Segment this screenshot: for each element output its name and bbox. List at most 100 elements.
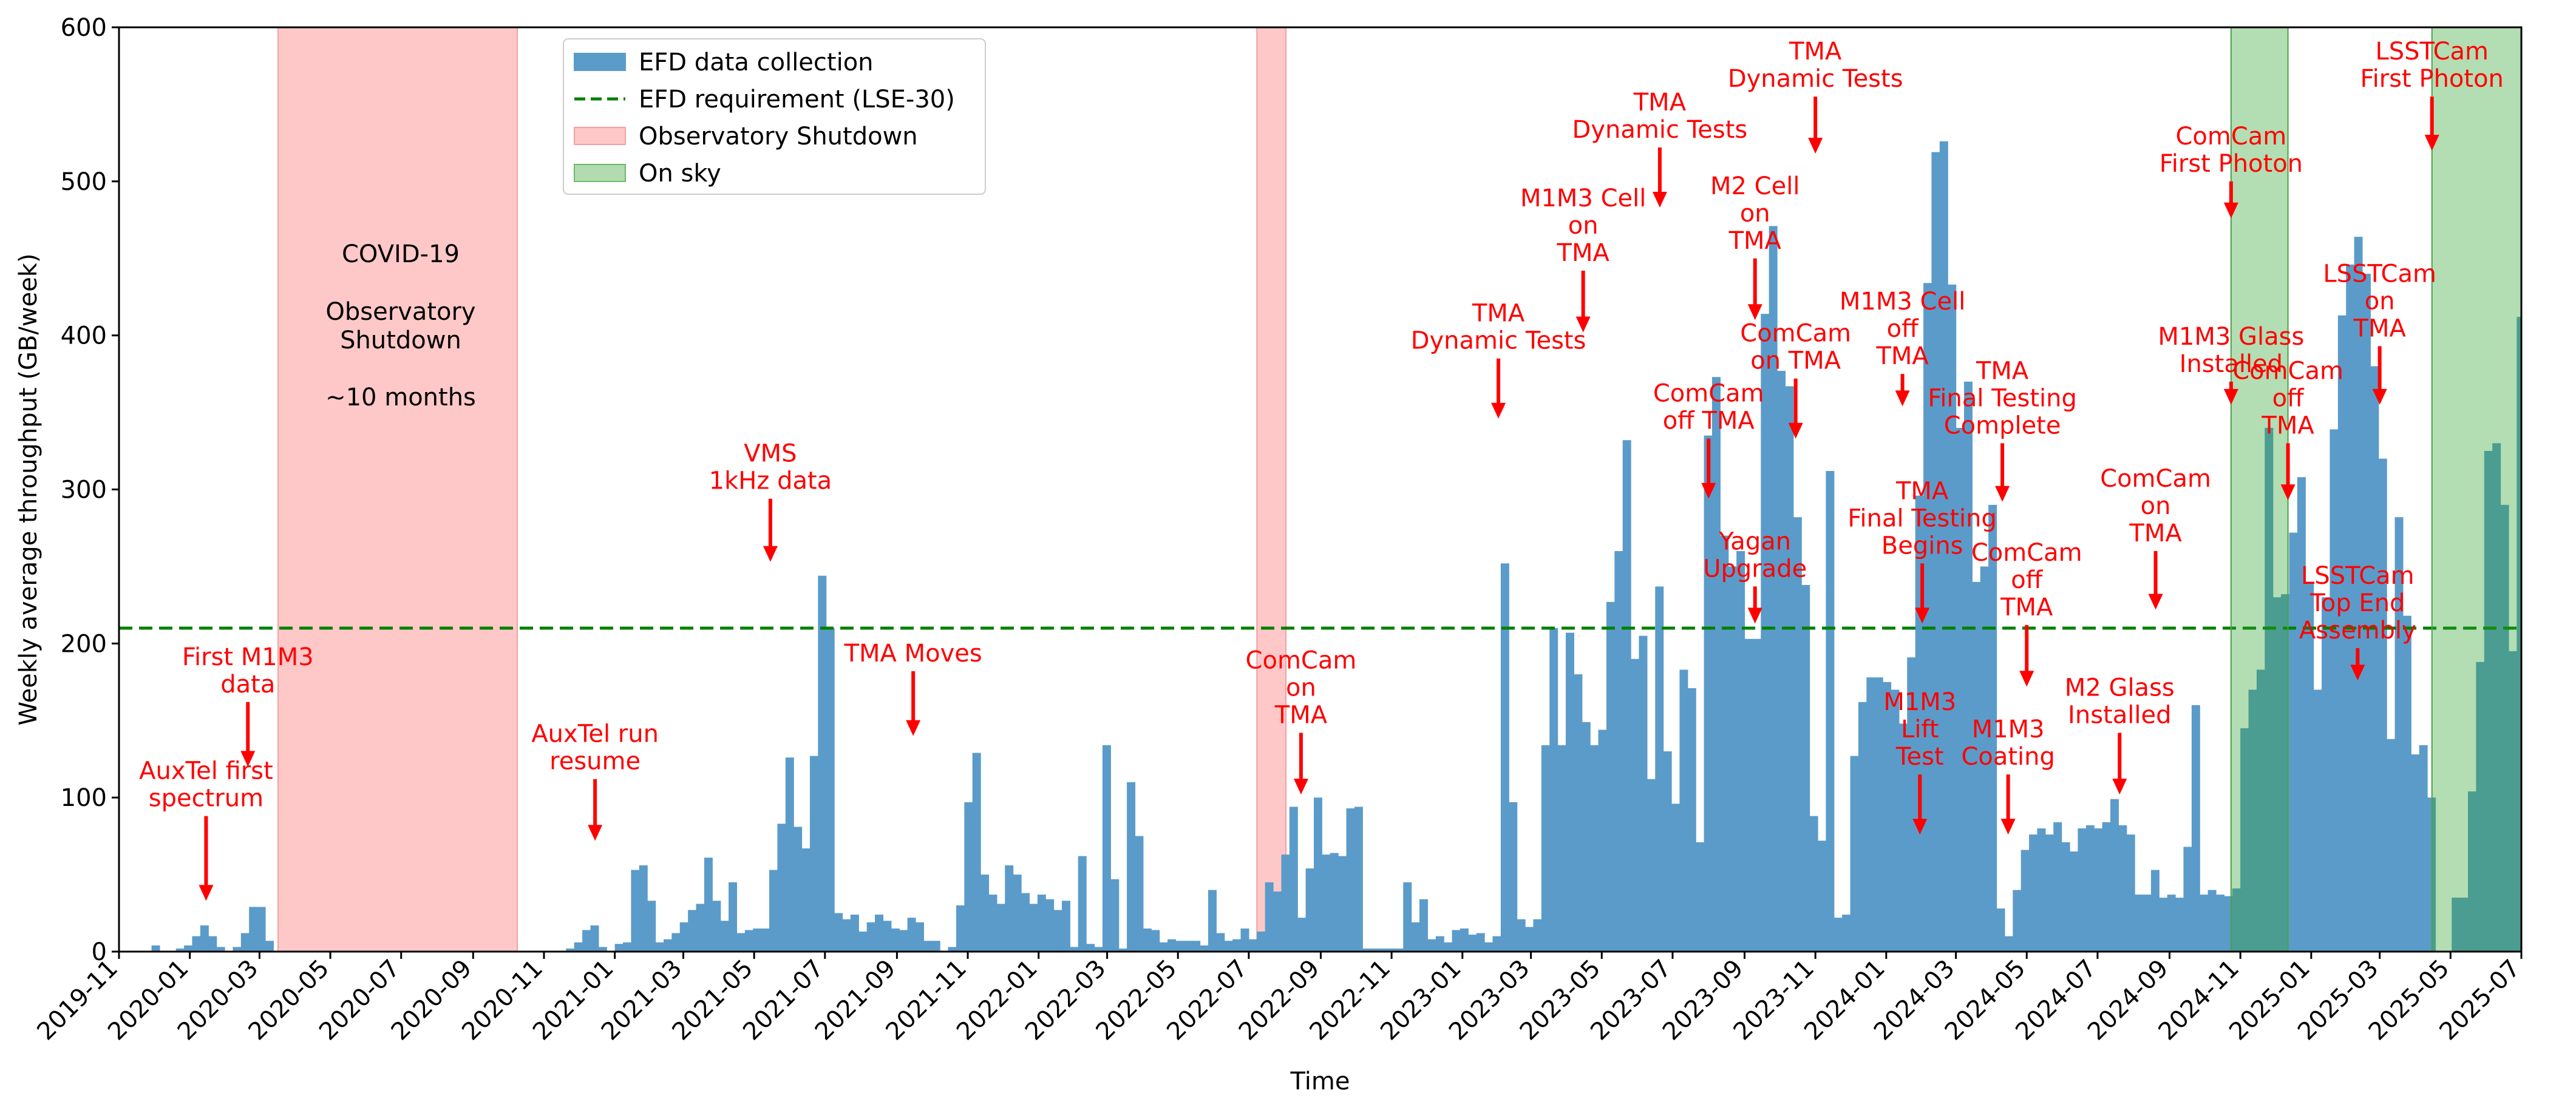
bar [2207,890,2217,952]
bar [2370,366,2379,952]
annotation-label: Installed [2068,702,2171,729]
bar [2150,870,2160,952]
bar [1313,797,1322,952]
bar [1744,638,1753,952]
bar [1232,939,1242,952]
bar [2167,895,2176,952]
annotation-label: Final Testing [1928,384,2077,412]
bar [777,824,786,952]
legend-label: EFD requirement (LSE-30) [639,86,955,113]
bar [1013,875,1022,952]
bar [1029,904,1038,952]
bar [1118,948,1127,952]
annotation-label: TMA [2000,594,2053,621]
bar [1411,922,1420,952]
bar [1200,945,1209,952]
bar [1655,586,1664,952]
bar [1468,935,1477,952]
bar [2256,669,2265,952]
bar [1419,899,1429,952]
annotation-label: TMA [2353,314,2407,342]
annotation-label: Dynamic Tests [1728,65,1903,93]
bar [233,947,242,952]
annotation-arrow-head [2280,484,2296,501]
bar [1980,566,1989,952]
bar [2102,822,2111,952]
bar [1517,919,1526,952]
bar [590,925,599,952]
annotation-arrow-head [1293,779,1308,795]
bar [1078,856,1087,952]
bar [1801,584,1810,952]
annotation-label: TMA [2129,519,2182,547]
bar [1557,745,1566,952]
bar [1874,677,1883,952]
bar [1427,939,1436,952]
bar [2126,834,2135,952]
bar [631,870,640,952]
bar [598,947,607,952]
bar [858,932,868,952]
bar [1452,930,1461,952]
annotation-label: Yagan [1718,527,1791,555]
bar [2135,895,2144,952]
bar [2459,898,2469,952]
bar [2232,888,2241,952]
bar [834,913,843,952]
bar [688,910,697,952]
bar [265,941,274,952]
annotation-label: Complete [1944,411,2061,439]
bar [1151,930,1160,952]
bar [980,875,990,952]
bar [785,757,794,952]
annotation-label: M1M3 [1972,716,2045,743]
bar [200,925,209,952]
on-sky-span-0 [2230,27,2289,952]
annotation-arrow-head [2372,388,2387,405]
annotation-label: M1M3 [1883,688,1956,716]
bar [1273,892,1282,952]
bar [1541,745,1550,952]
annotation-arrow-head [588,825,603,841]
y-tick-label: 100 [61,784,107,812]
bar [964,802,973,952]
bar [1492,936,1501,952]
annotation-label: Upgrade [1703,555,1807,583]
annotation-label: TMA [1875,342,1929,370]
annotation-label: 1kHz data [709,467,832,495]
shutdown-text-line: ~10 months [325,384,476,411]
bar [948,947,957,952]
bar [1898,723,1908,952]
bar [2330,429,2339,952]
bar [2037,828,2046,952]
bar [2118,825,2127,952]
annotation-arrow-head [1895,390,1910,407]
bar [1346,808,1355,952]
annotation-label: M1M3 Glass [2158,323,2304,351]
bar [866,922,875,952]
annotation-label: TMA Moves [844,640,982,668]
bar [1956,427,1965,952]
annotation-label: ComCam [1246,647,1357,675]
bar [1777,371,1786,952]
bar [2508,651,2517,952]
legend-label: EFD data collection [639,49,874,76]
bar [1476,933,1485,952]
bar [1403,882,1412,952]
annotation-label: Coating [1961,743,2054,771]
bar [996,904,1005,952]
annotation-label: AuxTel first [139,757,273,785]
annotation-arrow-head [199,885,214,901]
shutdown-text-line: COVID-19 [342,240,460,268]
bar [1159,942,1168,952]
bar [1711,377,1721,952]
bar [2337,315,2347,952]
bar [1622,440,1631,952]
bar [1183,941,1192,952]
bar [1387,948,1396,952]
annotation-label: ComCam [1653,380,1764,408]
annotation-label: First Photon [2360,65,2504,93]
bar [2394,517,2404,952]
